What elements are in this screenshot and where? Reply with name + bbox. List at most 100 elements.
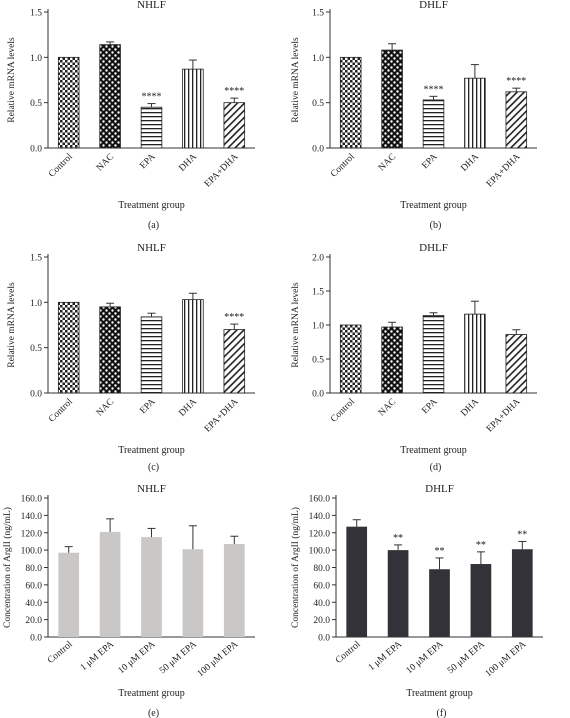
x-tick-label: EPA+DHA [485, 397, 523, 435]
bar-epa [422, 315, 445, 394]
significance-label: **** [224, 312, 244, 323]
x-tick-label: DHA [459, 152, 481, 174]
panel-tag: (d) [430, 462, 442, 473]
chart-title: DHLF [425, 483, 454, 495]
y-tick-label: 2.0 [312, 254, 324, 264]
bar-epa-dha [223, 102, 246, 149]
panel-tag: (a) [148, 220, 159, 231]
significance-label: **** [424, 84, 444, 95]
x-tick-label: DHA [459, 397, 481, 419]
x-axis-label: Treatment group [406, 688, 473, 699]
bar-dha [464, 77, 486, 149]
y-axis-label: Relative mRNA levels [7, 37, 17, 123]
bar-control [57, 301, 80, 394]
bar-dha [182, 299, 204, 394]
y-tick-label: 0.5 [312, 99, 324, 109]
y-tick-label: 1.5 [30, 254, 42, 264]
y-tick-label: 0.0 [318, 634, 330, 644]
y-tick-label: 1.0 [312, 322, 324, 332]
x-tick-label: DHA [177, 397, 199, 419]
x-tick-label: NAC [377, 397, 398, 418]
y-tick-label: 0.0 [312, 145, 324, 155]
y-tick-label: 1.0 [30, 54, 42, 64]
x-tick-label: Control [329, 152, 357, 180]
panel-tag: (c) [148, 462, 159, 473]
bar-nac [99, 44, 121, 149]
y-tick-label: 0.5 [30, 344, 42, 354]
bar-nac [381, 326, 403, 394]
y-tick-label: 0.0 [312, 390, 324, 400]
y-tick-label: 140.0 [21, 512, 43, 522]
x-tick-label: DHA [177, 152, 199, 174]
x-axis-label: Treatment group [118, 200, 185, 211]
x-tick-label: EPA [420, 397, 439, 416]
y-axis-label: Relative mRNA levels [7, 282, 17, 368]
bar-epa [140, 316, 163, 394]
x-tick-label: Control [47, 397, 75, 425]
significance-label: ** [393, 533, 403, 544]
x-tick-label: 50 μM EPA [158, 640, 199, 677]
x-tick-label: Control [46, 639, 75, 666]
chart-title: NHLF [137, 242, 166, 254]
y-tick-label: 80.0 [313, 564, 330, 574]
x-tick-label: EPA+DHA [203, 397, 241, 435]
x-tick-label: 10 μM EPA [405, 640, 446, 677]
bar-nac [99, 306, 121, 394]
bar-nac [381, 49, 403, 149]
bar-10-m-epa [141, 537, 162, 637]
y-tick-label: 60.0 [25, 581, 42, 591]
x-tick-label: NAC [95, 397, 116, 418]
y-tick-label: 1.0 [30, 299, 42, 309]
x-tick-label: 100 μM EPA [196, 640, 241, 680]
y-tick-label: 20.0 [25, 616, 42, 626]
y-tick-label: 80.0 [25, 564, 42, 574]
bar-control [58, 552, 80, 637]
y-tick-label: 0.0 [30, 390, 42, 400]
panel-tag: (b) [430, 220, 442, 231]
bar-1-m-epa [387, 550, 409, 637]
chart-panel-b: DHLF 0.0 0.5 1.0 1.5 Relative mRNA levels Cont… [291, 0, 537, 231]
bar-control [346, 526, 368, 637]
y-axis-label: Concentration of ArgII (ng/mL) [2, 507, 13, 628]
x-tick-label: Control [329, 397, 357, 425]
chart-title: NHLF [137, 0, 166, 11]
significance-label: **** [142, 92, 162, 103]
y-tick-label: 60.0 [313, 581, 330, 591]
x-tick-label: 1 μM EPA [79, 640, 116, 674]
x-tick-label: NAC [377, 152, 398, 173]
chart-panel-e: NHLF 0.0 20.0 40.0 60.0 80.0 100.0 120.0 140.0 16… [2, 483, 255, 718]
y-tick-label: 120.0 [309, 529, 331, 539]
y-tick-label: 1.5 [30, 9, 42, 19]
y-tick-label: 0.0 [30, 634, 42, 644]
bar-control [57, 56, 80, 149]
bar-10-m-epa [429, 569, 450, 637]
bar-100-m-epa [223, 544, 245, 637]
y-tick-label: 40.0 [313, 599, 330, 609]
y-tick-label: 0.5 [30, 99, 42, 109]
y-tick-label: 40.0 [25, 599, 42, 609]
x-tick-label: EPA [138, 152, 157, 171]
x-axis-label: Treatment group [118, 688, 185, 699]
bar-100-m-epa [511, 549, 533, 637]
y-tick-label: 120.0 [21, 529, 43, 539]
x-tick-label: EPA [138, 397, 157, 416]
y-tick-label: 1.0 [312, 54, 324, 64]
x-axis-label: Treatment group [400, 445, 467, 456]
x-axis-label: Treatment group [118, 445, 185, 456]
chart-title: DHLF [419, 242, 448, 254]
y-tick-label: 100.0 [309, 547, 331, 557]
chart-panel-d: DHLF 0.0 0.5 1.0 1.5 2.0 Relative mRNA levels C… [291, 242, 537, 473]
bar-epa-dha [505, 334, 528, 394]
y-tick-label: 0.5 [312, 356, 324, 366]
chart-title: DHLF [419, 0, 448, 11]
bar-50-m-epa [470, 564, 492, 637]
chart-title: NHLF [137, 483, 166, 495]
bar-dha [182, 68, 204, 149]
chart-panel-f: DHLF 0.0 20.0 40.0 60.0 80.0 100.0 120.0 140.0 16… [290, 483, 543, 718]
chart-panel-c: NHLF 0.0 0.5 1.0 1.5 Relative mRNA levels Cont… [7, 242, 255, 473]
bar-control [339, 56, 362, 149]
panel-tag: (f) [437, 708, 447, 718]
significance-label: **** [224, 86, 244, 97]
y-tick-label: 160.0 [309, 495, 331, 505]
